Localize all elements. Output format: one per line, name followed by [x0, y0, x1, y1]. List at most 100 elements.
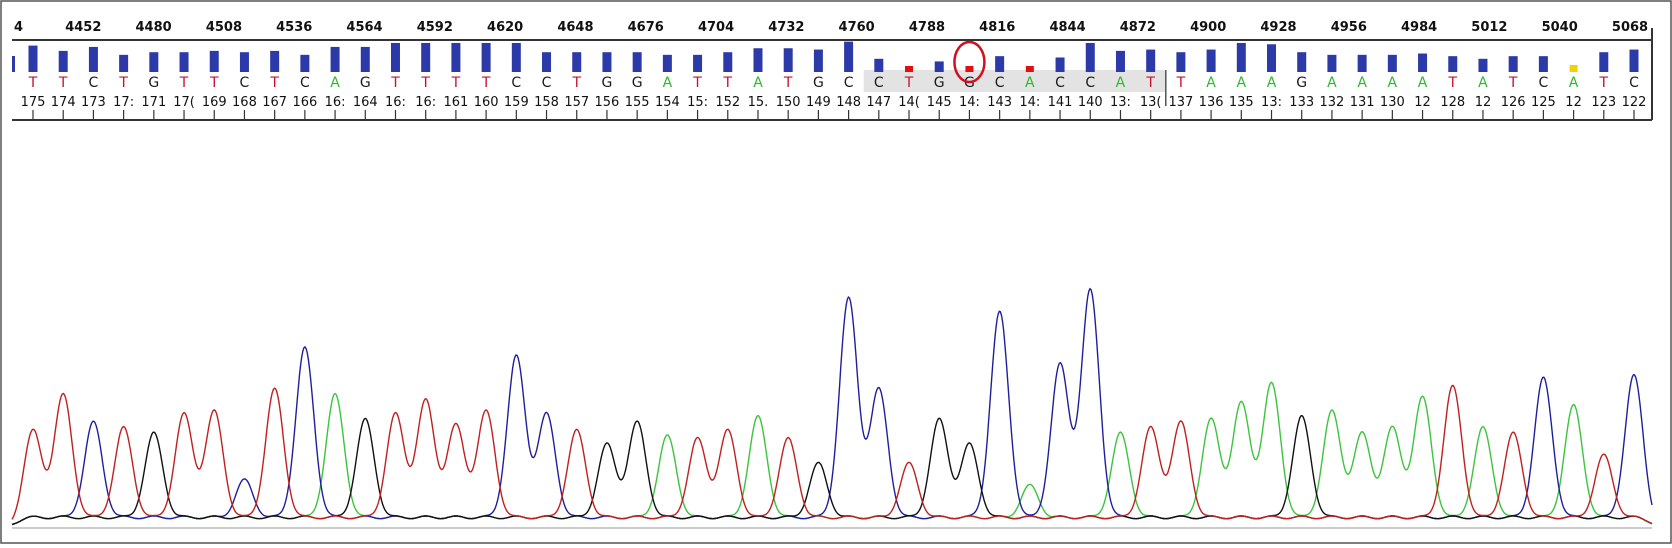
quality-bar	[1267, 44, 1277, 72]
quality-bar	[1508, 56, 1518, 72]
ruler-label: 4956	[1331, 20, 1367, 35]
variant-circle	[953, 40, 986, 84]
position-label: 150	[776, 95, 801, 110]
ruler-label: 4844	[1049, 20, 1085, 35]
position-label: 160	[474, 95, 499, 110]
base-call: T	[451, 75, 461, 91]
position-label: 161	[443, 95, 468, 110]
quality-bar	[1599, 52, 1609, 72]
ruler-label: 4536	[276, 20, 312, 35]
variant-circle-marker	[953, 40, 986, 84]
quality-bar	[753, 48, 763, 72]
quality-bar	[1206, 49, 1216, 72]
base-call: A	[753, 75, 763, 91]
position-label: 156	[595, 95, 620, 110]
highlight-band	[863, 70, 1166, 92]
quality-bar	[451, 42, 461, 72]
position-label: 14:	[1019, 95, 1040, 110]
position-label: 14:	[959, 95, 980, 110]
position-label: 168	[232, 95, 257, 110]
base-call: T	[58, 75, 68, 91]
position-ticks	[32, 110, 1635, 120]
base-call: C	[300, 75, 310, 91]
position-label: 17(	[173, 95, 195, 110]
base-call: G	[602, 75, 613, 91]
base-call: T	[692, 75, 702, 91]
position-label: 133	[1289, 95, 1314, 110]
base-call: A	[1357, 75, 1367, 91]
quality-bar	[1418, 53, 1428, 72]
quality-bar	[874, 58, 884, 72]
position-label: 123	[1591, 95, 1616, 110]
quality-bar	[1176, 52, 1186, 72]
base-call: C	[542, 75, 552, 91]
base-call: C	[240, 75, 250, 91]
quality-bar	[693, 54, 703, 72]
base-call: T	[390, 75, 400, 91]
position-label: 147	[866, 95, 891, 110]
position-label: 131	[1350, 95, 1375, 110]
position-label: 174	[51, 95, 76, 110]
quality-bar	[934, 61, 944, 72]
ruler-label: 4816	[979, 20, 1015, 35]
quality-bar	[1538, 56, 1548, 72]
quality-bar	[723, 52, 733, 72]
base-call: T	[1508, 75, 1518, 91]
position-label: 126	[1501, 95, 1526, 110]
ruler-label: 4872	[1120, 20, 1156, 35]
position-label: 128	[1440, 95, 1465, 110]
quality-bar	[390, 42, 400, 72]
ruler-label: 4704	[698, 20, 734, 35]
base-call: A	[663, 75, 673, 91]
position-label: 155	[625, 95, 650, 110]
base-call: A	[1418, 75, 1428, 91]
position-label: 137	[1168, 95, 1193, 110]
quality-bar	[542, 52, 552, 72]
base-call: A	[1237, 75, 1247, 91]
position-label: 145	[927, 95, 952, 110]
position-label: 16:	[325, 95, 346, 110]
base-call: T	[783, 75, 793, 91]
base-call: T	[1447, 75, 1457, 91]
trace-c	[11, 287, 1653, 526]
position-label: 141	[1048, 95, 1073, 110]
trace-t	[11, 384, 1653, 525]
quality-value-bars	[12, 41, 1639, 72]
quality-bar	[632, 52, 642, 72]
scan-number-ruler: 4 4452 4480 4508 4536 4564 4592 4620 4648 4676 470…	[14, 20, 1648, 35]
quality-bar	[330, 46, 340, 72]
base-call: G	[360, 75, 371, 91]
position-label: 154	[655, 95, 680, 110]
trace-peaks	[11, 287, 1653, 526]
ruler-label: 4	[14, 20, 23, 35]
base-call: T	[118, 75, 128, 91]
position-label: 125	[1531, 95, 1556, 110]
quality-bar	[149, 52, 159, 72]
position-label: 13:	[1110, 95, 1131, 110]
base-call: G	[1296, 75, 1307, 91]
base-call: T	[722, 75, 732, 91]
quality-bar	[1146, 49, 1156, 72]
quality-bar	[1025, 66, 1034, 72]
quality-bar	[511, 42, 521, 72]
position-label: 130	[1380, 95, 1405, 110]
ruler-label: 4508	[206, 20, 242, 35]
quality-bar	[1327, 54, 1337, 72]
ruler-label: 4648	[557, 20, 593, 35]
quality-bar	[1236, 42, 1246, 72]
position-label: 148	[836, 95, 861, 110]
position-label: 135	[1229, 95, 1254, 110]
base-call: A	[1388, 75, 1398, 91]
base-call: T	[481, 75, 491, 91]
quality-bar	[965, 66, 974, 72]
ruler-label: 4760	[839, 20, 875, 35]
quality-bar	[1085, 42, 1095, 72]
quality-bar	[481, 42, 491, 72]
position-label: 152	[715, 95, 740, 110]
position-label: 140	[1078, 95, 1103, 110]
base-call: A	[1206, 75, 1216, 91]
ruler-label: 4900	[1190, 20, 1226, 35]
base-call: C	[1538, 75, 1548, 91]
position-label: 143	[987, 95, 1012, 110]
